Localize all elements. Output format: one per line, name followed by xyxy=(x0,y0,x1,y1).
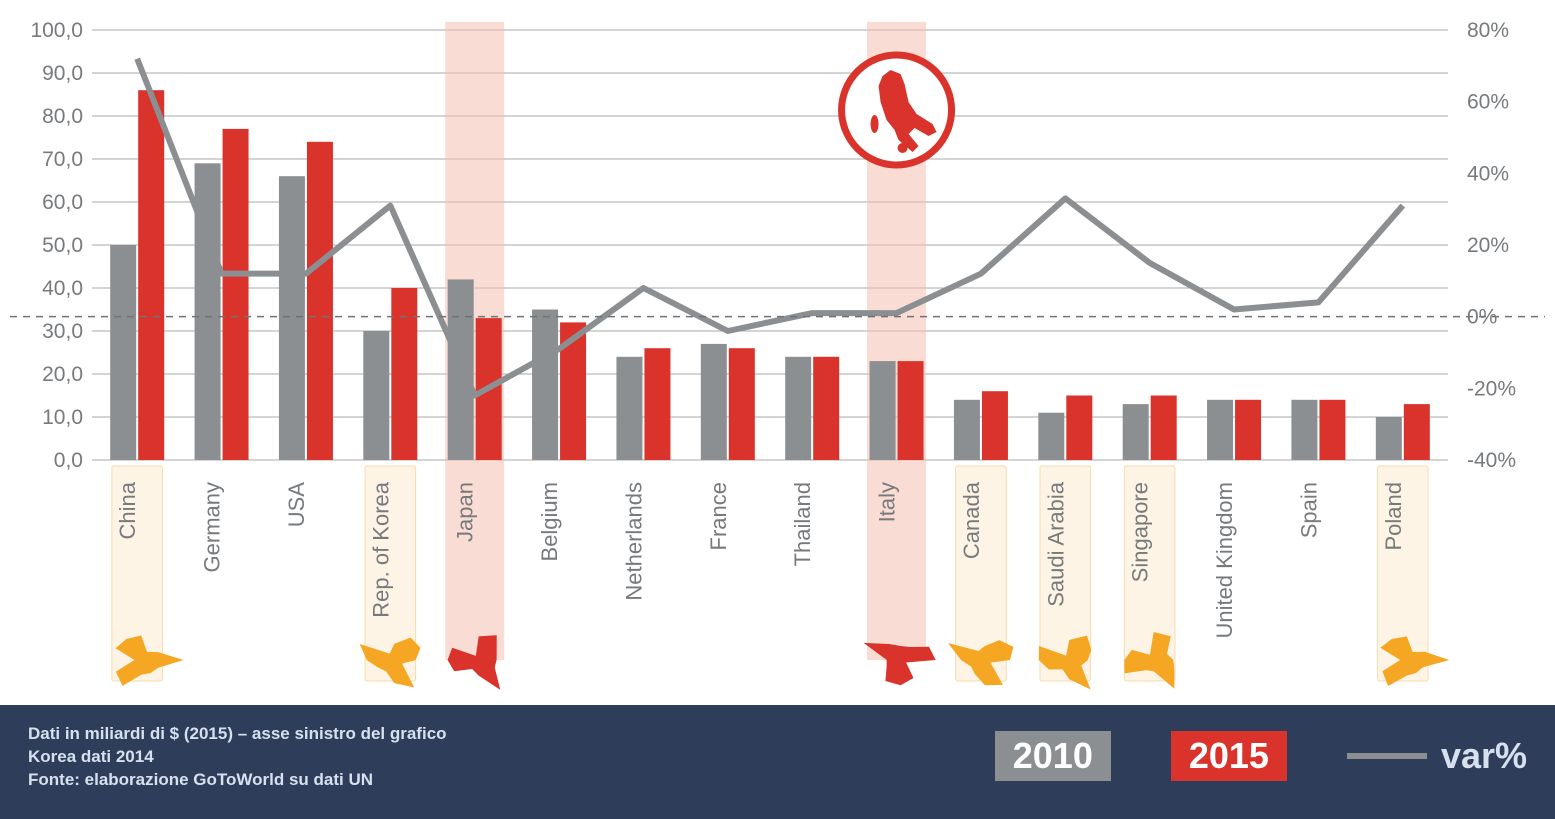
ytick-left: 40,0 xyxy=(42,277,83,300)
bar-2010 xyxy=(1038,413,1064,460)
bar-2010 xyxy=(954,400,980,460)
bar-2015 xyxy=(1404,404,1430,460)
legend-var: var% xyxy=(1347,735,1527,777)
bar-2010 xyxy=(1207,400,1233,460)
category-label: China xyxy=(115,481,140,539)
bar-2015 xyxy=(1066,396,1092,461)
bar-2015 xyxy=(898,361,924,460)
bar-2010 xyxy=(701,344,727,460)
country-map-icon xyxy=(864,643,936,685)
ytick-left: 30,0 xyxy=(42,320,83,343)
bar-2015 xyxy=(1151,396,1177,461)
legend-2010-swatch: 2010 xyxy=(995,731,1111,781)
footer-notes: Dati in miliardi di $ (2015) – asse sini… xyxy=(28,723,447,792)
bar-2010 xyxy=(1376,417,1402,460)
bar-2015 xyxy=(729,348,755,460)
bar-2010 xyxy=(110,245,136,460)
category-label: Poland xyxy=(1381,482,1406,551)
footer-note-2: Korea dati 2014 xyxy=(28,746,447,769)
ytick-left: 10,0 xyxy=(42,406,83,429)
category-label: Thailand xyxy=(790,482,815,566)
ytick-right: 60% xyxy=(1467,91,1509,114)
bar-2015 xyxy=(644,348,670,460)
bar-2010 xyxy=(532,310,558,461)
chart-area: 0,0 10,0 20,0 30,0 40,0 50,0 60,0 70,0 80,0 90,0 1… xyxy=(0,0,1555,700)
bar-2015 xyxy=(223,129,249,460)
legend: 2010 2015 var% xyxy=(995,731,1527,781)
category-label: USA xyxy=(284,482,309,528)
bar-2015 xyxy=(307,142,333,460)
bar-2015 xyxy=(982,391,1008,460)
ytick-right: -20% xyxy=(1467,377,1516,400)
bar-2010 xyxy=(870,361,896,460)
legend-var-label: var% xyxy=(1441,735,1527,777)
ytick-left: 60,0 xyxy=(42,191,83,214)
category-label: Netherlands xyxy=(621,482,646,601)
category-label: Japan xyxy=(453,482,478,542)
ytick-left: 70,0 xyxy=(42,148,83,171)
bar-2015 xyxy=(391,288,417,460)
bar-2010 xyxy=(616,357,642,460)
ytick-left: 20,0 xyxy=(42,363,83,386)
ytick-right: 80% xyxy=(1467,19,1509,42)
bar-2010 xyxy=(279,176,305,460)
category-label: United Kingdom xyxy=(1212,482,1237,639)
ytick-left: 100,0 xyxy=(30,19,83,42)
bar-2015 xyxy=(138,90,164,460)
bar-2010 xyxy=(363,331,389,460)
bar-2010 xyxy=(785,357,811,460)
category-label: Belgium xyxy=(537,482,562,561)
category-label: Spain xyxy=(1296,482,1321,538)
ytick-left: 50,0 xyxy=(42,234,83,257)
ytick-left: 90,0 xyxy=(42,62,83,85)
footer-note-3: Fonte: elaborazione GoToWorld su dati UN xyxy=(28,769,447,792)
bar-2015 xyxy=(813,357,839,460)
chart-svg: 0,0 10,0 20,0 30,0 40,0 50,0 60,0 70,0 80,0 90,0 1… xyxy=(0,0,1555,700)
legend-var-dash xyxy=(1347,753,1427,759)
category-label: Rep. of Korea xyxy=(368,481,393,618)
ytick-right: -40% xyxy=(1467,449,1516,472)
ytick-right: 20% xyxy=(1467,234,1509,257)
bar-2010 xyxy=(1123,404,1149,460)
footer-bar: Dati in miliardi di $ (2015) – asse sini… xyxy=(0,705,1555,819)
category-label: Saudi Arabia xyxy=(1043,481,1068,607)
bar-2015 xyxy=(1235,400,1261,460)
bar-2010 xyxy=(1291,400,1317,460)
ytick-right: 40% xyxy=(1467,162,1509,185)
footer-note-1: Dati in miliardi di $ (2015) – asse sini… xyxy=(28,723,447,746)
ytick-left: 0,0 xyxy=(54,449,83,472)
ytick-left: 80,0 xyxy=(42,105,83,128)
category-label: France xyxy=(706,482,731,550)
category-label: Singapore xyxy=(1128,482,1153,582)
ytick-right: 0% xyxy=(1467,306,1497,329)
category-label: Canada xyxy=(959,481,984,559)
legend-2015-swatch: 2015 xyxy=(1171,731,1287,781)
category-label: Italy xyxy=(875,482,900,522)
category-label: Germany xyxy=(200,482,225,572)
bar-2015 xyxy=(1319,400,1345,460)
